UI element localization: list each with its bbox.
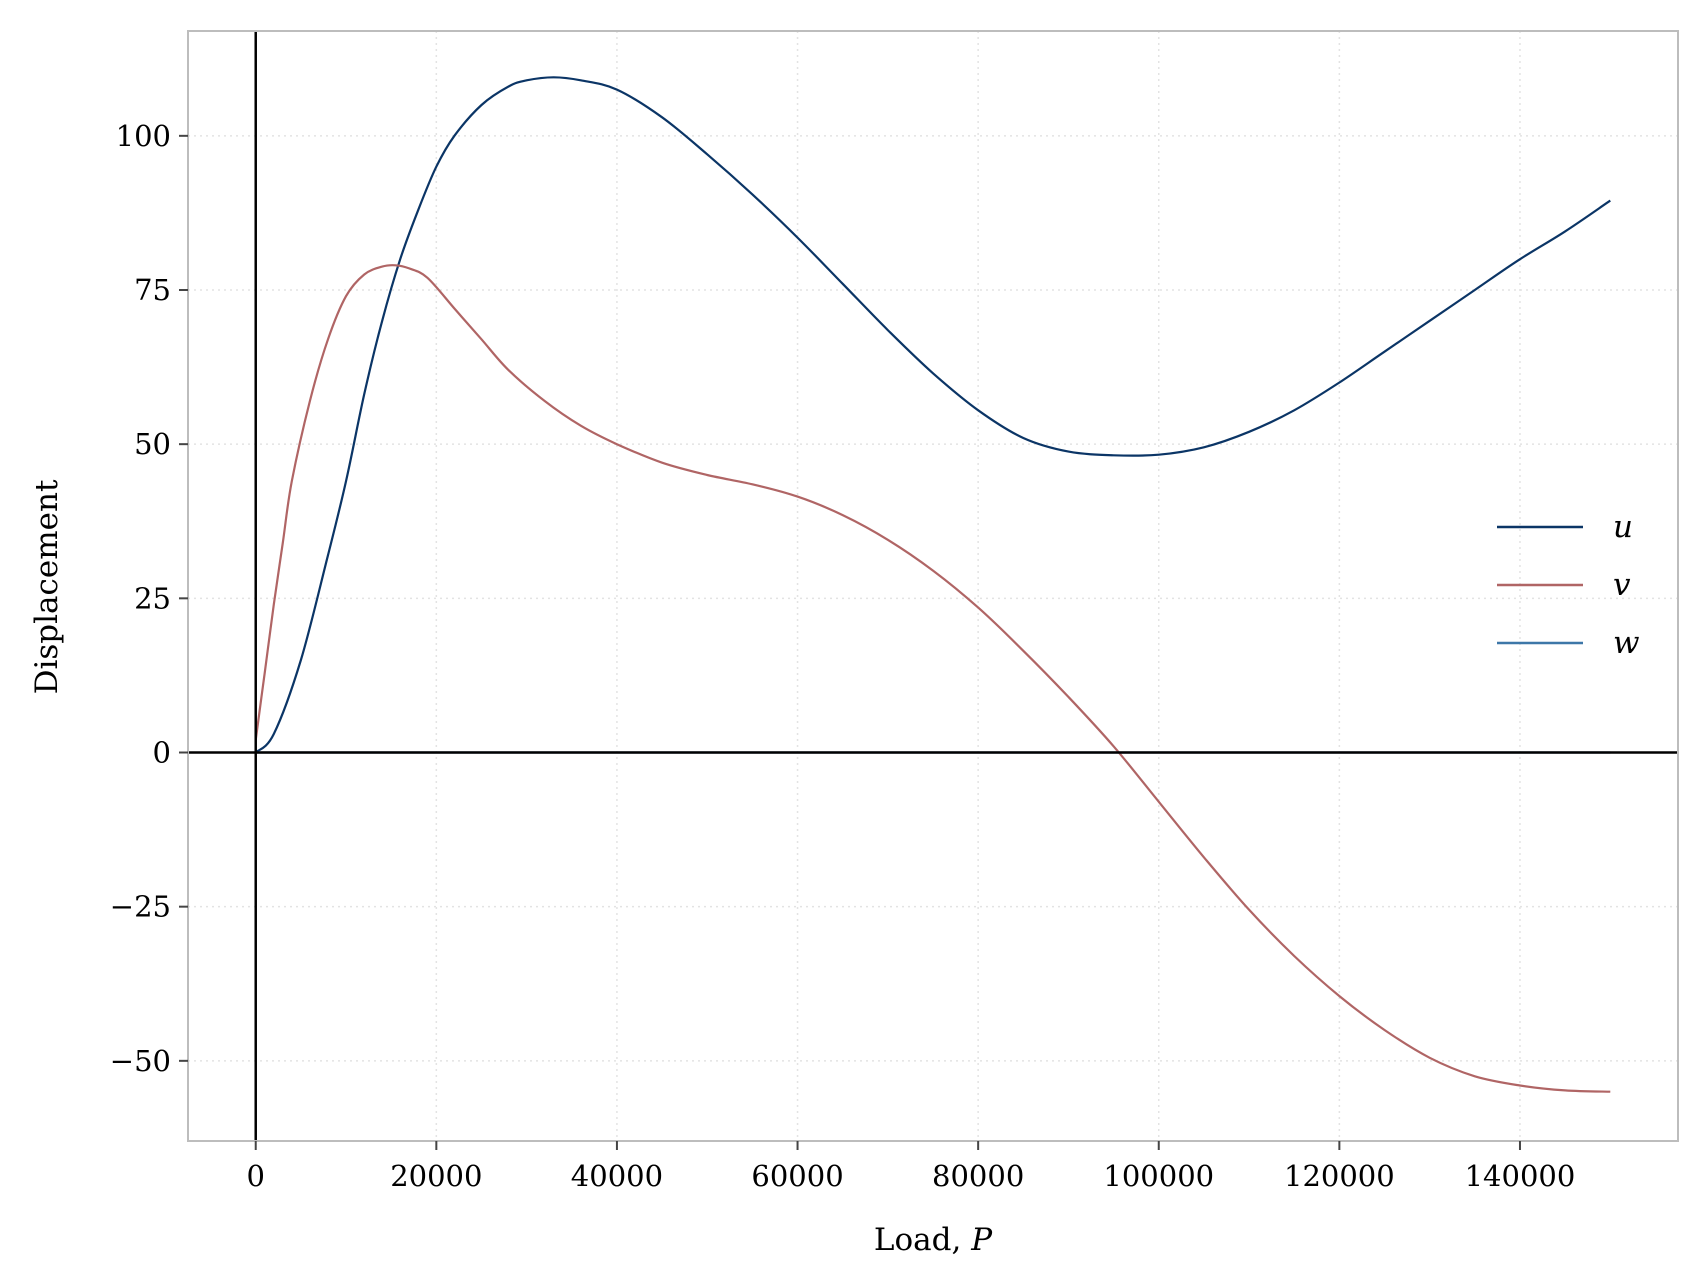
x-tick-label: 100000 [1103, 1159, 1214, 1193]
x-tick-label: 120000 [1284, 1159, 1395, 1193]
x-tick-label: 140000 [1465, 1159, 1576, 1193]
series-line-u [254, 76, 1611, 754]
y-tick-label: 0 [153, 736, 171, 770]
y-tick-label: 100 [116, 119, 171, 153]
x-tick-label: 0 [247, 1159, 265, 1193]
x-tick-label: 60000 [751, 1159, 843, 1193]
y-tick-label: −25 [110, 890, 171, 924]
series-line-v [254, 264, 1611, 1093]
legend-label-u: u [1613, 509, 1633, 545]
x-axis-label-variable: P [970, 1222, 993, 1258]
y-tick-label: −50 [110, 1044, 171, 1078]
plot-frame [187, 30, 1679, 1142]
y-tick-label: 75 [134, 273, 171, 307]
y-axis-label: Displacement [29, 479, 65, 694]
legend: uvw [1497, 509, 1640, 661]
legend-label-w: w [1613, 625, 1640, 661]
zero-lines [188, 31, 1678, 1141]
x-tick-label: 20000 [390, 1159, 482, 1193]
grid [188, 31, 1678, 1141]
plot-background [188, 31, 1678, 1141]
x-axis-label: Load, P [874, 1222, 993, 1258]
y-tick-label: 25 [134, 581, 171, 615]
x-axis-label-text: Load, [874, 1222, 971, 1258]
x-tick-label: 80000 [932, 1159, 1024, 1193]
x-tick-label: 40000 [571, 1159, 663, 1193]
legend-label-v: v [1613, 567, 1631, 603]
y-tick-label: 50 [134, 427, 171, 461]
x-ticks: 0 20000 40000 60000 80000 100000 120000 140000 [247, 1141, 1576, 1193]
y-ticks: −50 −25 0 25 50 75 100 [110, 119, 188, 1078]
